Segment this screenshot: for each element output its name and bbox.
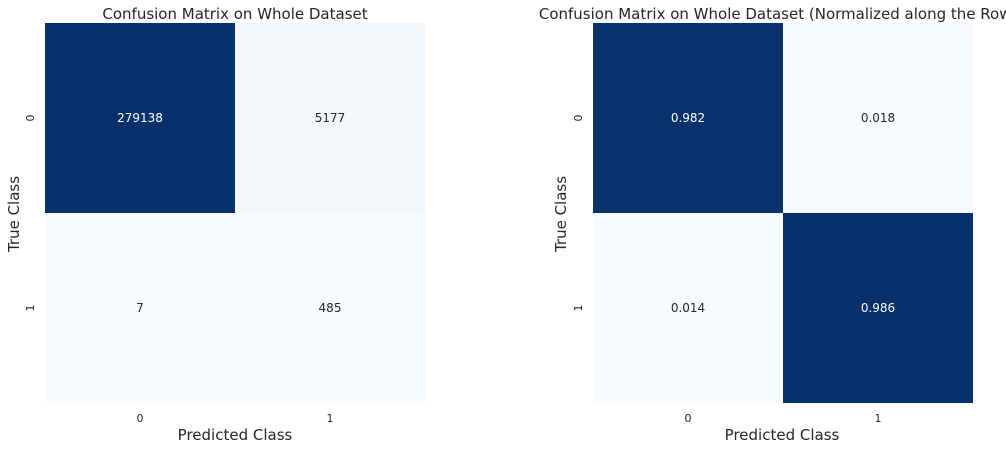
x-tick-label: 1	[875, 412, 882, 425]
y-axis-label: True Class	[552, 176, 570, 253]
x-tick-label: 0	[685, 412, 692, 425]
y-tick-label: 0	[24, 115, 37, 122]
heatmap-right: Confusion Matrix on Whole Dataset (Norma…	[539, 5, 1006, 444]
heatmap-cell-r0-c1	[783, 23, 973, 213]
cell-label-r0-c0: 279138	[117, 111, 163, 125]
chart-title: Confusion Matrix on Whole Dataset (Norma…	[539, 5, 1006, 23]
cell-label-r1-c0: 7	[136, 301, 144, 315]
heatmap-cell-r0-c1	[235, 23, 425, 213]
heatmap-cell-r1-c0	[593, 213, 783, 403]
heatmap-cell-r0-c0	[45, 23, 235, 213]
x-tick-label: 1	[327, 412, 334, 425]
heatmap-cell-r1-c0	[45, 213, 235, 403]
y-tick-label: 0	[572, 115, 585, 122]
heatmap-cell-r1-c1	[783, 213, 973, 403]
cell-label-r0-c1: 5177	[315, 111, 346, 125]
x-axis-label: Predicted Class	[725, 426, 840, 444]
x-tick-label: 0	[137, 412, 144, 425]
cell-label-r0-c0: 0.982	[671, 111, 705, 125]
heatmap-cell-r1-c1	[235, 213, 425, 403]
heatmap-left: Confusion Matrix on Whole Dataset Predic…	[5, 5, 425, 444]
x-axis-label: Predicted Class	[178, 426, 293, 444]
cell-label-r0-c1: 0.018	[861, 111, 895, 125]
y-tick-label: 1	[572, 305, 585, 312]
cell-label-r1-c1: 485	[319, 301, 342, 315]
cell-label-r1-c0: 0.014	[671, 301, 705, 315]
y-axis-label: True Class	[5, 176, 23, 253]
chart-title: Confusion Matrix on Whole Dataset	[102, 5, 367, 23]
cell-label-r1-c1: 0.986	[861, 301, 895, 315]
heatmap-cell-r0-c0	[593, 23, 783, 213]
y-tick-label: 1	[24, 305, 37, 312]
